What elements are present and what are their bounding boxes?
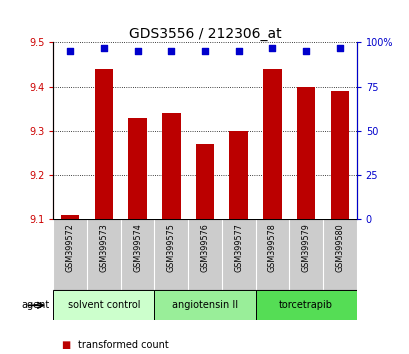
Text: GSM399574: GSM399574	[133, 223, 142, 272]
Text: GSM399575: GSM399575	[166, 223, 175, 272]
Bar	[296, 87, 315, 219]
Bar	[330, 91, 348, 219]
Text: GSM399576: GSM399576	[200, 223, 209, 272]
Bar	[195, 144, 214, 219]
Bar	[128, 118, 146, 219]
Text: solvent control: solvent control	[67, 300, 140, 310]
Bar	[154, 290, 255, 320]
Point	[67, 48, 73, 54]
Bar	[229, 131, 247, 219]
Title: GDS3556 / 212306_at: GDS3556 / 212306_at	[128, 28, 281, 41]
Point	[302, 48, 309, 54]
Bar	[255, 290, 356, 320]
Text: ■: ■	[61, 340, 71, 350]
Text: GSM399579: GSM399579	[301, 223, 310, 272]
Text: GSM399580: GSM399580	[335, 223, 344, 272]
Text: transformed count: transformed count	[78, 340, 168, 350]
Point	[100, 45, 107, 51]
Text: angiotensin II: angiotensin II	[171, 300, 238, 310]
Bar	[61, 215, 79, 219]
Bar	[53, 290, 154, 320]
Point	[134, 48, 141, 54]
Bar	[162, 113, 180, 219]
Text: GSM399572: GSM399572	[65, 223, 74, 272]
Text: agent: agent	[21, 300, 49, 310]
Text: GSM399573: GSM399573	[99, 223, 108, 272]
Point	[235, 48, 241, 54]
Point	[268, 45, 275, 51]
Point	[336, 45, 342, 51]
Point	[168, 48, 174, 54]
Point	[201, 48, 208, 54]
Bar	[263, 69, 281, 219]
Bar	[94, 69, 113, 219]
Text: GSM399578: GSM399578	[267, 223, 276, 272]
Text: GSM399577: GSM399577	[234, 223, 243, 272]
Text: torcetrapib: torcetrapib	[279, 300, 333, 310]
